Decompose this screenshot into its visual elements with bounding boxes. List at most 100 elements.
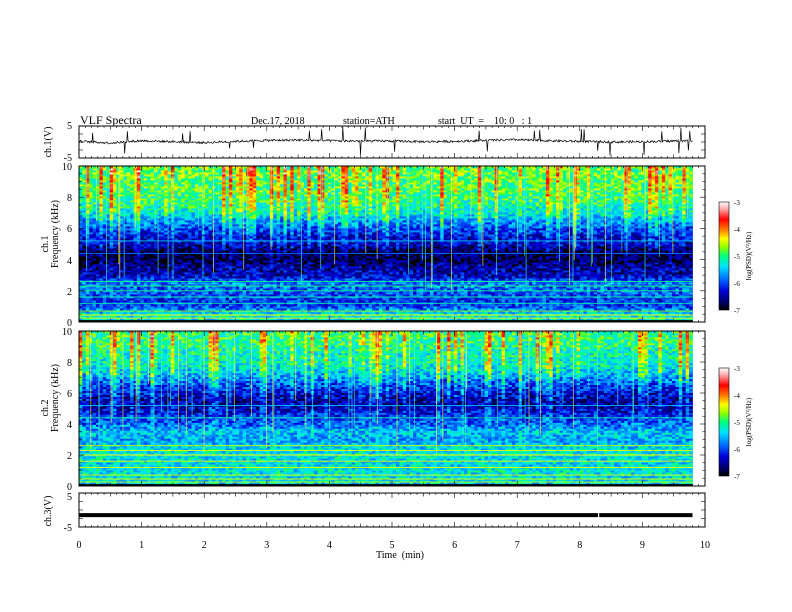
spectrogram-cell xyxy=(102,228,107,231)
spectrogram-cell xyxy=(222,222,226,225)
spectrogram-cell xyxy=(82,170,87,173)
spectrogram-cell xyxy=(150,198,155,201)
spectrogram-cell xyxy=(235,234,240,237)
spectrogram-cell xyxy=(205,292,209,295)
spectrogram-cell xyxy=(235,246,240,249)
spectrogram-cell xyxy=(140,272,145,275)
spectrogram-cell xyxy=(109,236,114,239)
spectrogram-cell xyxy=(181,192,186,195)
spectrogram-cell xyxy=(184,300,189,303)
spectrogram-cell xyxy=(99,260,104,263)
spectrogram-cell xyxy=(160,220,165,223)
spectrogram-cell xyxy=(102,292,107,295)
spectrogram-cell xyxy=(92,206,97,209)
spectrogram-cell xyxy=(181,274,186,277)
spectrogram-cell xyxy=(188,286,192,289)
spectrogram-cell xyxy=(143,176,148,179)
spectrogram-cell xyxy=(143,236,148,239)
spectrogram-cell xyxy=(188,212,192,215)
spectrogram-cell xyxy=(194,288,199,291)
spectrogram-cell xyxy=(235,288,240,291)
spectrogram-cell xyxy=(181,286,186,289)
spectrogram-cell xyxy=(235,264,240,267)
spectrogram-cell xyxy=(188,268,192,271)
spectrogram-cell xyxy=(113,194,117,197)
spectrogram-cell xyxy=(246,292,250,295)
spectrogram-cell xyxy=(160,170,165,173)
spectrogram-cell xyxy=(181,180,186,183)
spectrogram-cell xyxy=(89,232,94,235)
spectrogram-cell xyxy=(82,226,87,229)
spectrogram-cell xyxy=(181,298,186,301)
spectrogram-cell xyxy=(123,316,128,319)
spectrogram-cell xyxy=(157,192,162,195)
spectrogram-cell xyxy=(174,286,179,289)
spectrogram-cell xyxy=(109,170,114,173)
spectrogram-cell xyxy=(143,308,148,311)
spectrogram-cell xyxy=(194,178,199,181)
spectrogram-cell xyxy=(205,220,209,223)
spectrogram-cell xyxy=(116,258,121,261)
spectrogram-cell xyxy=(174,232,179,235)
spectrogram-cell xyxy=(140,254,145,257)
spectrogram-cell xyxy=(140,250,145,253)
spectrogram-cell xyxy=(136,224,141,227)
spectrogram-cell xyxy=(153,174,158,177)
spectrogram-cell xyxy=(211,288,216,291)
spectrogram-cell xyxy=(89,276,94,279)
spectrogram-cell xyxy=(181,300,186,303)
spectrogram-cell xyxy=(150,298,155,301)
spectrogram-cell xyxy=(136,258,141,261)
spectrogram-cell xyxy=(123,168,128,171)
spectrogram-cell xyxy=(150,218,155,221)
spectrogram-cell xyxy=(191,262,196,265)
spectrogram-cell xyxy=(208,318,213,321)
spectrogram-cell xyxy=(119,178,124,181)
spectrogram-cell xyxy=(157,176,162,179)
spectrogram-cell xyxy=(82,304,87,307)
spectrogram-cell xyxy=(102,288,107,291)
spectrogram-cell xyxy=(208,268,213,271)
spectrogram-cell xyxy=(188,174,192,177)
spectrogram-cell xyxy=(222,278,226,281)
spectrogram-cell xyxy=(205,308,209,311)
spectrogram-cell xyxy=(143,230,148,233)
spectrogram-cell xyxy=(218,250,223,253)
spectrogram-cell xyxy=(177,234,182,237)
spectrogram-cell xyxy=(130,236,134,239)
spectrogram-cell xyxy=(198,180,203,183)
spectrogram-cell xyxy=(126,190,131,193)
spectrogram-cell xyxy=(140,180,145,183)
spectrogram-cell xyxy=(92,186,97,189)
spectrogram-cell xyxy=(99,166,104,169)
spectrogram-cell xyxy=(211,308,216,311)
spectrogram-cell xyxy=(164,266,169,269)
spectrogram-cell xyxy=(123,274,128,277)
spectrogram-cell xyxy=(140,268,145,271)
spectrogram-cell xyxy=(242,222,247,225)
spectrogram-cell xyxy=(140,182,145,185)
spectrogram-cell xyxy=(211,286,216,289)
spectrogram-cell xyxy=(106,256,111,259)
spectrogram-cell xyxy=(249,226,254,229)
spectrogram-cell xyxy=(167,276,172,279)
spectrogram-cell xyxy=(82,230,87,233)
spectrogram-cell xyxy=(113,176,117,179)
spectrogram-cell xyxy=(99,196,104,199)
spectrogram-cell xyxy=(208,250,213,253)
spectrogram-cell xyxy=(79,190,83,193)
spectrogram-cell xyxy=(188,202,192,205)
spectrogram-cell xyxy=(143,166,148,169)
spectrogram-cell xyxy=(160,186,165,189)
spectrogram-cell xyxy=(171,304,175,307)
spectrogram-cell xyxy=(106,208,111,211)
spectrogram-cell xyxy=(184,316,189,319)
spectrogram-cell xyxy=(208,200,213,203)
spectrogram-cell xyxy=(116,184,121,187)
spectrogram-cell xyxy=(79,226,83,229)
spectrogram-cell xyxy=(99,222,104,225)
spectrogram-cell xyxy=(130,318,134,321)
spectrogram-cell xyxy=(167,216,172,219)
spectrogram-cell xyxy=(167,274,172,277)
spectrogram-cell xyxy=(96,218,100,221)
